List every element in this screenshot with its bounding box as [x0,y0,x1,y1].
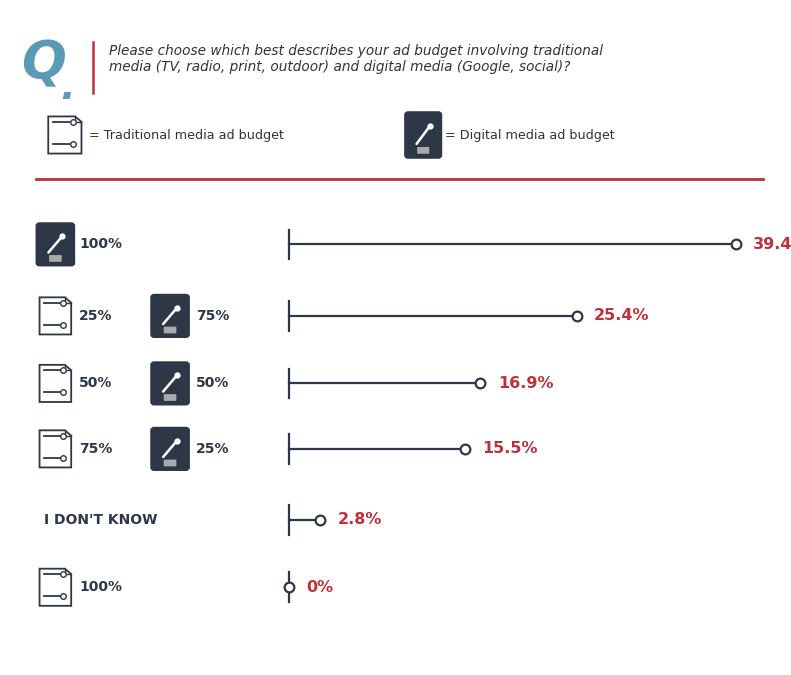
FancyBboxPatch shape [36,223,74,265]
Polygon shape [48,116,81,154]
Text: 0%: 0% [306,580,333,595]
Polygon shape [40,297,71,334]
Polygon shape [40,568,71,606]
Text: 2.8%: 2.8% [338,512,382,527]
FancyBboxPatch shape [49,255,62,262]
Text: 100%: 100% [79,238,122,251]
Text: 100%: 100% [79,580,122,594]
Text: 25%: 25% [79,309,112,323]
FancyBboxPatch shape [164,327,176,333]
Text: Q: Q [21,38,66,90]
Text: 75%: 75% [79,442,112,456]
Text: 50%: 50% [79,377,112,390]
Text: = Traditional media ad budget: = Traditional media ad budget [89,128,285,142]
FancyBboxPatch shape [151,362,189,405]
Text: 15.5%: 15.5% [482,441,537,456]
Text: 39.4%: 39.4% [753,237,791,252]
Text: I DON'T KNOW: I DON'T KNOW [44,513,157,526]
FancyBboxPatch shape [417,147,430,154]
Text: 25%: 25% [196,442,229,456]
Polygon shape [40,431,71,467]
Text: Please choose which best describes your ad budget involving traditional
media (T: Please choose which best describes your … [109,44,604,74]
Text: 16.9%: 16.9% [498,376,554,391]
Polygon shape [40,364,71,402]
FancyBboxPatch shape [164,460,176,466]
Text: 75%: 75% [196,309,229,323]
FancyBboxPatch shape [151,428,189,470]
FancyBboxPatch shape [151,294,189,337]
FancyBboxPatch shape [164,394,176,401]
Text: = Digital media ad budget: = Digital media ad budget [445,128,615,142]
FancyBboxPatch shape [405,112,441,158]
Text: 50%: 50% [196,377,229,390]
Text: 25.4%: 25.4% [594,308,649,323]
Text: .: . [60,69,74,107]
